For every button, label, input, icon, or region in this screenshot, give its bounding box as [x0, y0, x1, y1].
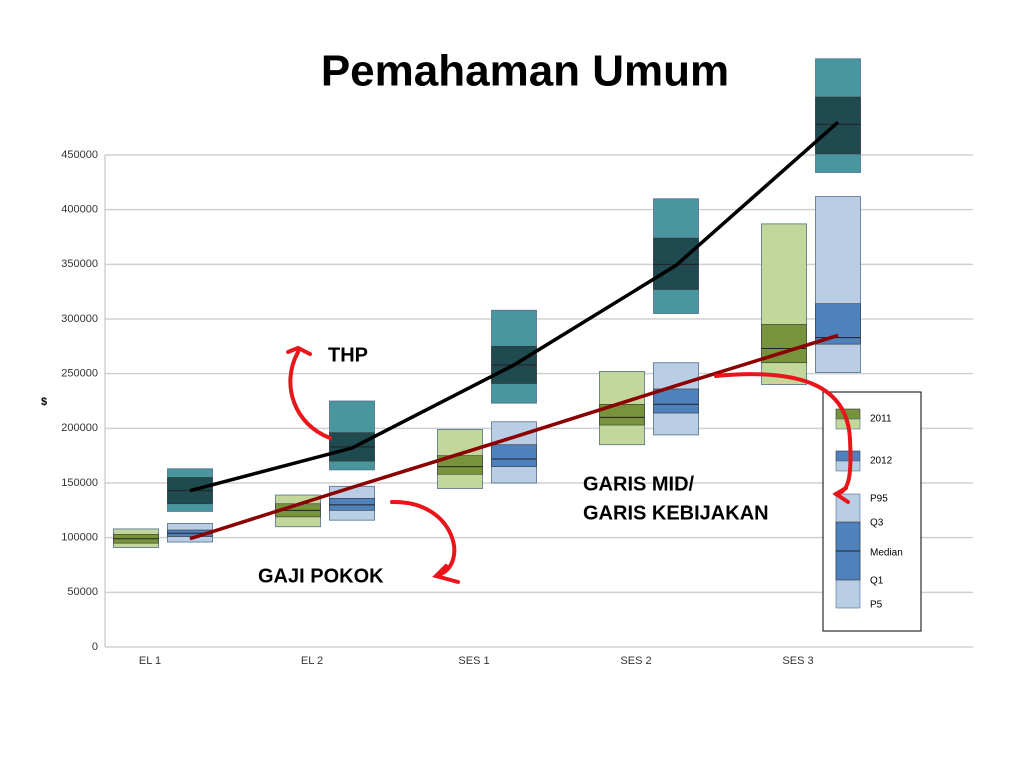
box-iqr [815, 96, 861, 155]
y-tick-label: 50000 [67, 586, 98, 598]
y-tick-label: 250000 [61, 368, 98, 380]
box-iqr [653, 388, 699, 414]
legend-swatch [835, 460, 861, 472]
arrow-gaji [390, 499, 457, 577]
legend-label: Median [870, 548, 903, 559]
y-tick-label: 350000 [61, 258, 98, 270]
arrow-garis [714, 372, 853, 496]
annotation: GARIS MID/ [583, 473, 695, 495]
y-tick-label: 150000 [61, 477, 98, 489]
x-tick-label: SES 1 [458, 655, 489, 667]
box-whisker [815, 196, 861, 373]
y-axis-label: $ [41, 396, 47, 408]
annotation: THP [328, 344, 368, 366]
y-tick-label: 450000 [61, 149, 98, 161]
y-tick-label: 300000 [61, 313, 98, 325]
arrow-head [432, 564, 460, 584]
arrow-thp [288, 350, 332, 440]
legend-label: 2011 [870, 414, 892, 425]
overlay: 2011 2012 P95 Q3 Median Q1 P5 [189, 120, 903, 611]
x-tick-label: SES 3 [782, 655, 813, 667]
arrow-head [286, 345, 312, 356]
legend-swatch [835, 450, 861, 462]
box-iqr [491, 444, 537, 467]
legend-label: P5 [870, 600, 883, 611]
legend-label: 2012 [870, 456, 893, 467]
arrow-head [832, 486, 850, 504]
y-tick-label: 200000 [61, 422, 98, 434]
x-tick-label: EL 2 [301, 655, 323, 667]
chart-title: Pemahaman Umum [321, 47, 729, 96]
box-iqr [329, 498, 375, 511]
legend-label: Q1 [870, 576, 884, 587]
x-tick-label: SES 2 [620, 655, 651, 667]
trend-line [189, 333, 839, 541]
legend-label: P95 [870, 494, 888, 505]
x-tick-label: EL 1 [139, 655, 161, 667]
arrows [286, 345, 853, 584]
y-tick-label: 0 [92, 641, 98, 653]
y-tick-label: 100000 [61, 532, 98, 544]
trend-line [189, 120, 840, 493]
annotation: GAJI POKOK [258, 565, 384, 587]
y-tick-label: 400000 [61, 204, 98, 216]
legend-label: Q3 [870, 518, 884, 529]
annotation: GARIS KEBIJAKAN [583, 502, 769, 524]
